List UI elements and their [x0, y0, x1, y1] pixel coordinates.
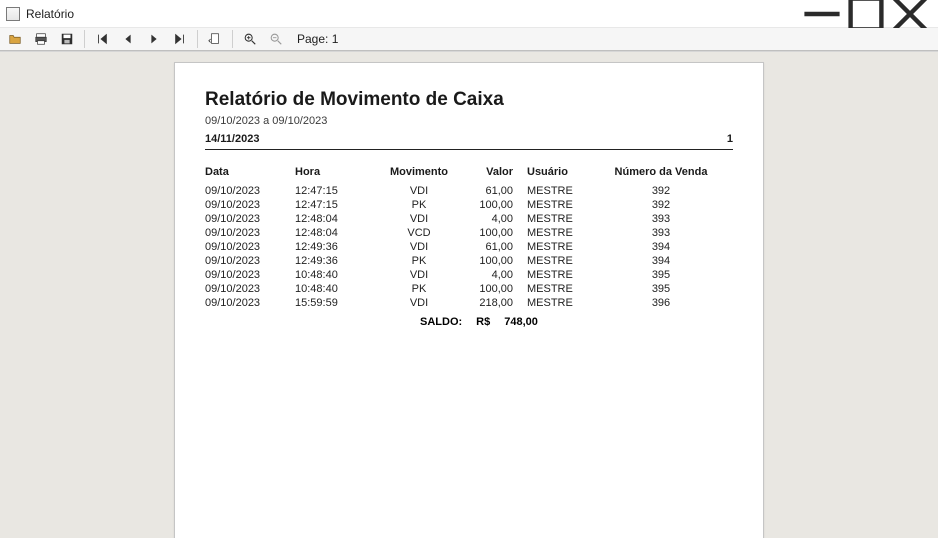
col-header-data: Data: [205, 164, 295, 184]
cell-data: 09/10/2023: [205, 184, 295, 198]
first-page-button[interactable]: [91, 28, 113, 50]
cell-hora: 12:49:36: [295, 254, 381, 268]
zoom-in-button[interactable]: [239, 28, 261, 50]
cell-hora: 12:48:04: [295, 212, 381, 226]
last-page-button[interactable]: [169, 28, 191, 50]
cell-numero-venda: 394: [593, 254, 733, 268]
print-button[interactable]: [30, 28, 52, 50]
cell-numero-venda: 393: [593, 226, 733, 240]
open-button[interactable]: [4, 28, 26, 50]
saldo-value: 748,00: [504, 316, 538, 328]
cell-movimento: VDI: [381, 296, 461, 310]
page-indicator: Page: 1: [297, 32, 338, 46]
col-header-movimento: Movimento: [381, 164, 461, 184]
cell-data: 09/10/2023: [205, 296, 295, 310]
col-header-valor: Valor: [461, 164, 517, 184]
cell-hora: 12:48:04: [295, 226, 381, 240]
cell-numero-venda: 392: [593, 184, 733, 198]
col-header-usuario: Usuário: [517, 164, 593, 184]
page-setup-button[interactable]: [204, 28, 226, 50]
col-header-hora: Hora: [295, 164, 381, 184]
cell-movimento: PK: [381, 254, 461, 268]
cell-numero-venda: 396: [593, 296, 733, 310]
cell-valor: 4,00: [461, 212, 517, 226]
saldo-row: SALDO: R$ 748,00: [205, 316, 733, 328]
cell-movimento: VCD: [381, 226, 461, 240]
cell-usuario: MESTRE: [517, 282, 593, 296]
table-row: 09/10/202312:47:15PK100,00MESTRE392: [205, 198, 733, 212]
cell-hora: 15:59:59: [295, 296, 381, 310]
cell-movimento: VDI: [381, 212, 461, 226]
save-button[interactable]: [56, 28, 78, 50]
zoom-out-button[interactable]: [265, 28, 287, 50]
next-page-button[interactable]: [143, 28, 165, 50]
maximize-button[interactable]: [844, 0, 888, 28]
app-icon: [6, 7, 20, 21]
cell-valor: 218,00: [461, 296, 517, 310]
cell-movimento: VDI: [381, 240, 461, 254]
workspace[interactable]: Relatório de Movimento de Caixa 09/10/20…: [0, 51, 938, 538]
cell-valor: 100,00: [461, 226, 517, 240]
saldo-label: SALDO:: [420, 316, 462, 328]
table-row: 09/10/202310:48:40PK100,00MESTRE395: [205, 282, 733, 296]
window-title: Relatório: [26, 7, 74, 21]
report-page: Relatório de Movimento de Caixa 09/10/20…: [174, 62, 764, 538]
cell-data: 09/10/2023: [205, 254, 295, 268]
cell-usuario: MESTRE: [517, 254, 593, 268]
cell-valor: 100,00: [461, 254, 517, 268]
report-title: Relatório de Movimento de Caixa: [205, 89, 733, 111]
close-button[interactable]: [888, 0, 932, 28]
cell-valor: 61,00: [461, 184, 517, 198]
saldo-currency: R$: [476, 316, 490, 328]
table-row: 09/10/202312:49:36VDI61,00MESTRE394: [205, 240, 733, 254]
titlebar: Relatório: [0, 0, 938, 28]
cell-numero-venda: 393: [593, 212, 733, 226]
report-page-number: 1: [727, 133, 733, 145]
table-row: 09/10/202312:47:15VDI61,00MESTRE392: [205, 184, 733, 198]
report-date-range: 09/10/2023 a 09/10/2023: [205, 115, 733, 127]
cell-data: 09/10/2023: [205, 198, 295, 212]
cell-hora: 10:48:40: [295, 282, 381, 296]
cell-data: 09/10/2023: [205, 212, 295, 226]
cell-movimento: PK: [381, 198, 461, 212]
cell-data: 09/10/2023: [205, 282, 295, 296]
cell-movimento: VDI: [381, 184, 461, 198]
cell-usuario: MESTRE: [517, 226, 593, 240]
cell-movimento: VDI: [381, 268, 461, 282]
minimize-button[interactable]: [800, 0, 844, 28]
cell-data: 09/10/2023: [205, 240, 295, 254]
cell-valor: 61,00: [461, 240, 517, 254]
cell-numero-venda: 394: [593, 240, 733, 254]
table-row: 09/10/202312:49:36PK100,00MESTRE394: [205, 254, 733, 268]
cell-numero-venda: 395: [593, 282, 733, 296]
cell-numero-venda: 392: [593, 198, 733, 212]
cell-data: 09/10/2023: [205, 268, 295, 282]
cell-data: 09/10/2023: [205, 226, 295, 240]
table-row: 09/10/202312:48:04VCD100,00MESTRE393: [205, 226, 733, 240]
report-table: Data Hora Movimento Valor Usuário Número…: [205, 164, 733, 310]
cell-hora: 12:47:15: [295, 184, 381, 198]
table-row: 09/10/202312:48:04VDI4,00MESTRE393: [205, 212, 733, 226]
cell-numero-venda: 395: [593, 268, 733, 282]
cell-usuario: MESTRE: [517, 240, 593, 254]
cell-usuario: MESTRE: [517, 212, 593, 226]
toolbar: Page: 1: [0, 28, 938, 51]
cell-valor: 100,00: [461, 198, 517, 212]
col-header-numero-venda: Número da Venda: [593, 164, 733, 184]
cell-usuario: MESTRE: [517, 198, 593, 212]
table-header-row: Data Hora Movimento Valor Usuário Número…: [205, 164, 733, 184]
cell-valor: 4,00: [461, 268, 517, 282]
cell-valor: 100,00: [461, 282, 517, 296]
cell-hora: 12:47:15: [295, 198, 381, 212]
prev-page-button[interactable]: [117, 28, 139, 50]
cell-usuario: MESTRE: [517, 268, 593, 282]
table-row: 09/10/202310:48:40VDI4,00MESTRE395: [205, 268, 733, 282]
cell-hora: 10:48:40: [295, 268, 381, 282]
cell-usuario: MESTRE: [517, 184, 593, 198]
report-print-date: 14/11/2023: [205, 133, 259, 145]
table-row: 09/10/202315:59:59VDI218,00MESTRE396: [205, 296, 733, 310]
cell-movimento: PK: [381, 282, 461, 296]
cell-usuario: MESTRE: [517, 296, 593, 310]
cell-hora: 12:49:36: [295, 240, 381, 254]
